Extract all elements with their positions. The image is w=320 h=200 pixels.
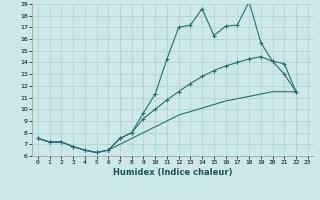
X-axis label: Humidex (Indice chaleur): Humidex (Indice chaleur) [113, 168, 233, 177]
